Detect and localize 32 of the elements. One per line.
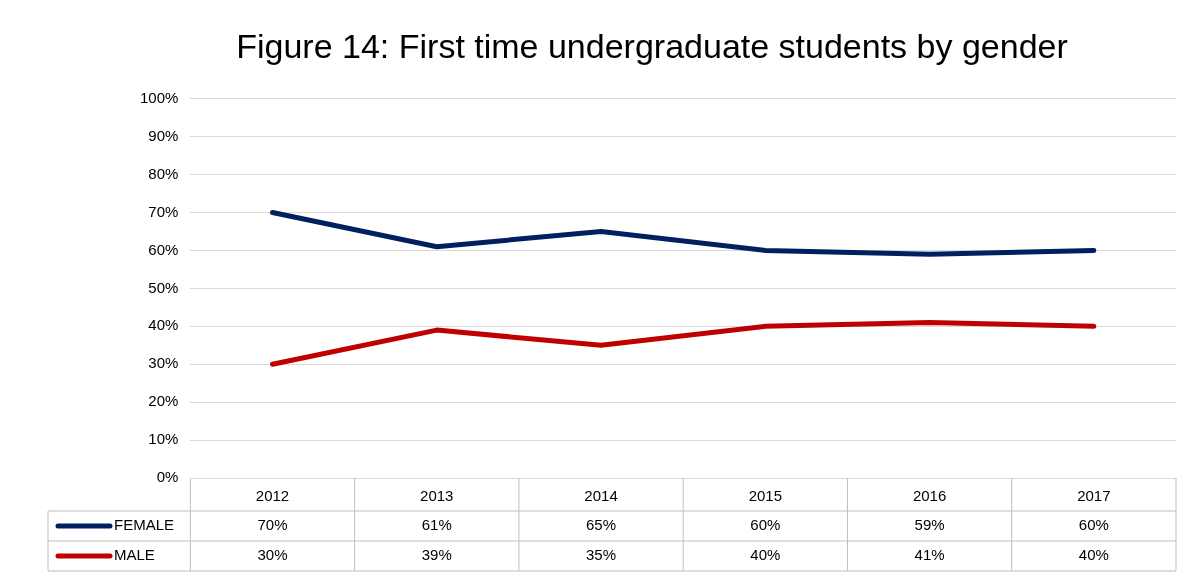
y-tick-label: 10%: [148, 430, 179, 448]
data-label: 30%: [257, 546, 288, 564]
x-tick-label: 2012: [255, 487, 290, 505]
x-tick-label: 2013: [420, 487, 454, 505]
data-label: 35%: [586, 546, 617, 564]
data-label: 65%: [586, 516, 617, 534]
legend-label: FEMALE: [114, 516, 175, 534]
data-label: 60%: [1078, 516, 1109, 534]
x-tick-label: 2015: [748, 487, 783, 505]
data-label: 40%: [1078, 546, 1109, 564]
y-tick-label: 0%: [156, 468, 179, 486]
data-label: 41%: [914, 546, 945, 564]
y-tick-label: 90%: [148, 126, 179, 144]
y-tick-label: 50%: [148, 278, 179, 296]
x-tick-label: 2017: [1077, 487, 1111, 505]
y-tick-label: 60%: [148, 240, 179, 258]
y-tick-label: 80%: [148, 164, 179, 182]
y-tick-label: 40%: [148, 316, 179, 334]
data-label: 39%: [421, 546, 452, 564]
y-tick-label: 70%: [148, 202, 179, 220]
data-label: 61%: [421, 516, 452, 534]
data-label: 40%: [750, 546, 781, 564]
x-tick-label: 2014: [584, 487, 618, 505]
chart-title: Figure 14: First time undergraduate students by gender: [236, 26, 1068, 65]
data-label: 60%: [750, 516, 781, 534]
data-label: 59%: [914, 516, 945, 534]
y-tick-label: 20%: [148, 392, 179, 410]
y-tick-label: 30%: [148, 354, 179, 372]
x-tick-label: 2016: [912, 487, 947, 505]
legend-label: MALE: [114, 546, 155, 564]
data-label: 70%: [257, 516, 288, 534]
y-tick-label: 100%: [139, 88, 179, 106]
